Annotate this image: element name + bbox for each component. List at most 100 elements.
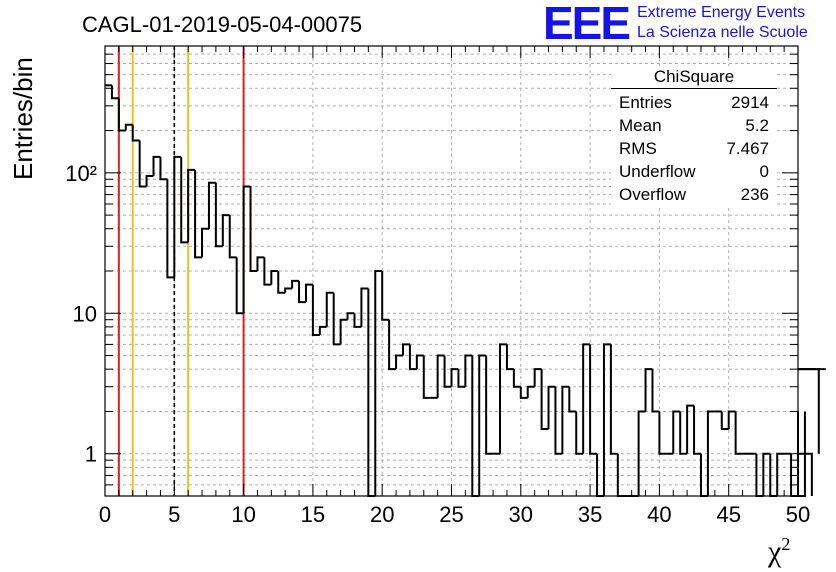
histogram-bin — [124, 123, 133, 131]
histogram-bin — [734, 411, 743, 455]
histogram-bin — [512, 369, 521, 388]
x-tick-label: 40 — [647, 502, 671, 527]
histogram-bin — [798, 368, 820, 454]
histogram-bin — [519, 386, 528, 399]
histogram-bin — [325, 291, 334, 327]
x-axis-label-base: χ — [768, 535, 782, 568]
histogram-bin — [450, 368, 459, 387]
histogram-bin — [798, 452, 813, 496]
histogram-bin — [436, 354, 445, 398]
histogram-bin — [526, 385, 535, 398]
histogram-bin — [609, 344, 618, 455]
histogram-bin — [457, 369, 466, 388]
stats-value: 0 — [759, 162, 769, 181]
histogram-bin — [110, 85, 119, 100]
histogram-bin — [284, 287, 293, 293]
stats-value: 7.467 — [726, 139, 769, 158]
x-tick-label: 15 — [301, 502, 325, 527]
histogram-bin — [693, 405, 701, 455]
histogram-bin — [798, 411, 806, 497]
histogram-bin — [207, 181, 216, 229]
chart-title: CAGL-01-2019-05-04-00075 — [82, 12, 363, 37]
histogram-bin — [575, 411, 584, 455]
stats-row-rms: RMS 7.467 — [611, 137, 777, 160]
histogram-bin — [471, 355, 480, 497]
histogram-bin — [346, 312, 355, 320]
histogram-bin — [679, 411, 688, 455]
logo-line-2: La Scienza nelle Scuole — [637, 24, 808, 41]
stats-label: RMS — [619, 139, 657, 158]
histogram-bin — [159, 156, 168, 181]
histogram-bin — [194, 169, 203, 259]
histogram-bin — [311, 284, 320, 337]
histogram-bin — [762, 452, 771, 496]
histogram-bin — [339, 318, 348, 345]
histogram-bin — [706, 410, 715, 496]
histogram-bin — [360, 287, 369, 327]
x-tick-label: 5 — [168, 502, 180, 527]
histogram-bin — [644, 368, 653, 412]
histogram-bin — [138, 140, 147, 188]
axes — [104, 45, 799, 497]
histogram-bin — [720, 411, 729, 430]
stats-label: Overflow — [619, 185, 687, 204]
histogram-bin — [263, 257, 272, 286]
y-tick-label: 10² — [65, 161, 97, 186]
histogram-bin — [443, 355, 452, 388]
histogram-bin — [589, 344, 598, 455]
histogram-bin — [381, 271, 390, 321]
histogram-bin — [408, 344, 417, 371]
histogram-bin — [505, 344, 514, 371]
histogram-bin — [602, 343, 611, 496]
histogram-bin — [547, 385, 556, 429]
histogram-bin — [651, 369, 660, 413]
histogram-bin — [180, 156, 189, 244]
histogram-bin — [291, 279, 300, 289]
histogram-bin — [131, 124, 140, 142]
histogram-bin — [395, 354, 403, 370]
histogram-bin — [270, 270, 279, 285]
stats-label: Entries — [619, 93, 672, 112]
histogram-bin — [422, 355, 431, 399]
stats-box: ChiSquare Entries 2914 Mean 5.2 RMS 7.46… — [611, 66, 777, 206]
stats-value: 5.2 — [745, 116, 769, 135]
histogram-bin — [582, 343, 591, 454]
histogram-bin — [637, 410, 646, 496]
histogram-bin — [235, 257, 244, 315]
x-tick-label: 25 — [439, 502, 463, 527]
histogram-bin — [554, 386, 563, 455]
histogram-bin — [499, 343, 507, 454]
histogram-bin — [374, 270, 383, 496]
x-tick-label: 0 — [99, 502, 111, 527]
histogram-bin — [353, 313, 362, 328]
x-tick-label: 10 — [231, 502, 255, 527]
y-axis-label: Entries/bin — [8, 57, 38, 180]
histogram-bin — [388, 319, 397, 371]
x-axis-label-superscript: 2 — [781, 534, 791, 554]
logo-line-1: Extreme Energy Events — [637, 4, 806, 21]
histogram-bin — [533, 368, 542, 387]
stats-row-mean: Mean 5.2 — [611, 114, 777, 137]
x-tick-label: 30 — [509, 502, 533, 527]
histogram-bin — [228, 215, 237, 259]
tick-labels: 0 5 10 15 20 25 30 35 40 45 50 1 10 10² — [65, 161, 810, 527]
histogram-bin — [221, 214, 230, 247]
y-tick-label: 1 — [85, 442, 97, 467]
stats-label: Underflow — [619, 162, 696, 181]
histogram-bin — [568, 386, 577, 413]
histogram-bin — [672, 410, 681, 454]
histogram-bin — [173, 155, 182, 278]
stats-row-underflow: Underflow 0 — [611, 160, 777, 183]
histogram-bin — [201, 227, 209, 258]
histogram-bin — [561, 385, 570, 454]
histogram-bin — [318, 325, 327, 336]
histogram-bin — [242, 185, 251, 314]
histogram-bin — [540, 369, 549, 430]
histogram-bin — [214, 182, 223, 248]
histogram-bin — [415, 354, 424, 370]
stats-row-entries: Entries 2914 — [611, 91, 777, 114]
x-tick-label: 45 — [716, 502, 740, 527]
histogram-bin — [485, 355, 494, 455]
histogram-bin — [686, 404, 695, 454]
histogram-bin — [776, 452, 785, 496]
